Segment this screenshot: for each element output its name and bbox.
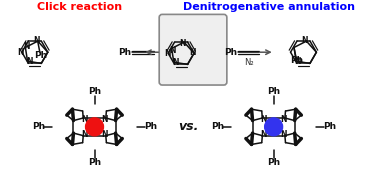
Circle shape (85, 118, 104, 136)
Text: Ph: Ph (32, 122, 45, 131)
Text: Click reaction: Click reaction (37, 2, 122, 12)
Text: N: N (172, 58, 179, 67)
Text: Ph: Ph (118, 48, 131, 57)
Text: Ph: Ph (323, 122, 336, 131)
Text: Ph: Ph (224, 48, 237, 57)
Text: N: N (280, 130, 287, 139)
Text: N: N (261, 115, 267, 124)
Text: N: N (302, 36, 308, 45)
Text: N: N (280, 115, 287, 124)
Text: Ph: Ph (267, 158, 280, 167)
Text: N: N (101, 130, 107, 139)
Text: N: N (261, 130, 267, 139)
Text: N: N (33, 36, 40, 45)
Text: N: N (179, 39, 185, 48)
FancyBboxPatch shape (159, 14, 227, 85)
Text: N: N (164, 49, 170, 58)
Text: Mn: Mn (86, 122, 103, 132)
Circle shape (265, 118, 283, 136)
Text: vs.: vs. (178, 120, 198, 133)
Text: Ph: Ph (290, 56, 304, 65)
Text: N: N (26, 57, 32, 66)
Text: Ph: Ph (144, 122, 157, 131)
Text: N: N (101, 115, 107, 124)
Text: N: N (82, 115, 88, 124)
Text: N: N (23, 42, 29, 51)
Text: Ph: Ph (88, 87, 101, 95)
Text: Ph: Ph (88, 158, 101, 167)
Text: N: N (189, 48, 195, 57)
Text: N: N (17, 48, 24, 57)
Text: Ph: Ph (34, 51, 47, 60)
Text: Ph: Ph (211, 122, 225, 131)
Text: Fe: Fe (267, 122, 280, 132)
Text: N: N (294, 57, 301, 66)
Text: N₂: N₂ (244, 58, 254, 67)
Text: N: N (169, 46, 176, 55)
Text: Ph: Ph (267, 87, 280, 95)
Text: Denitrogenative annulation: Denitrogenative annulation (183, 2, 355, 12)
Text: N: N (82, 130, 88, 139)
